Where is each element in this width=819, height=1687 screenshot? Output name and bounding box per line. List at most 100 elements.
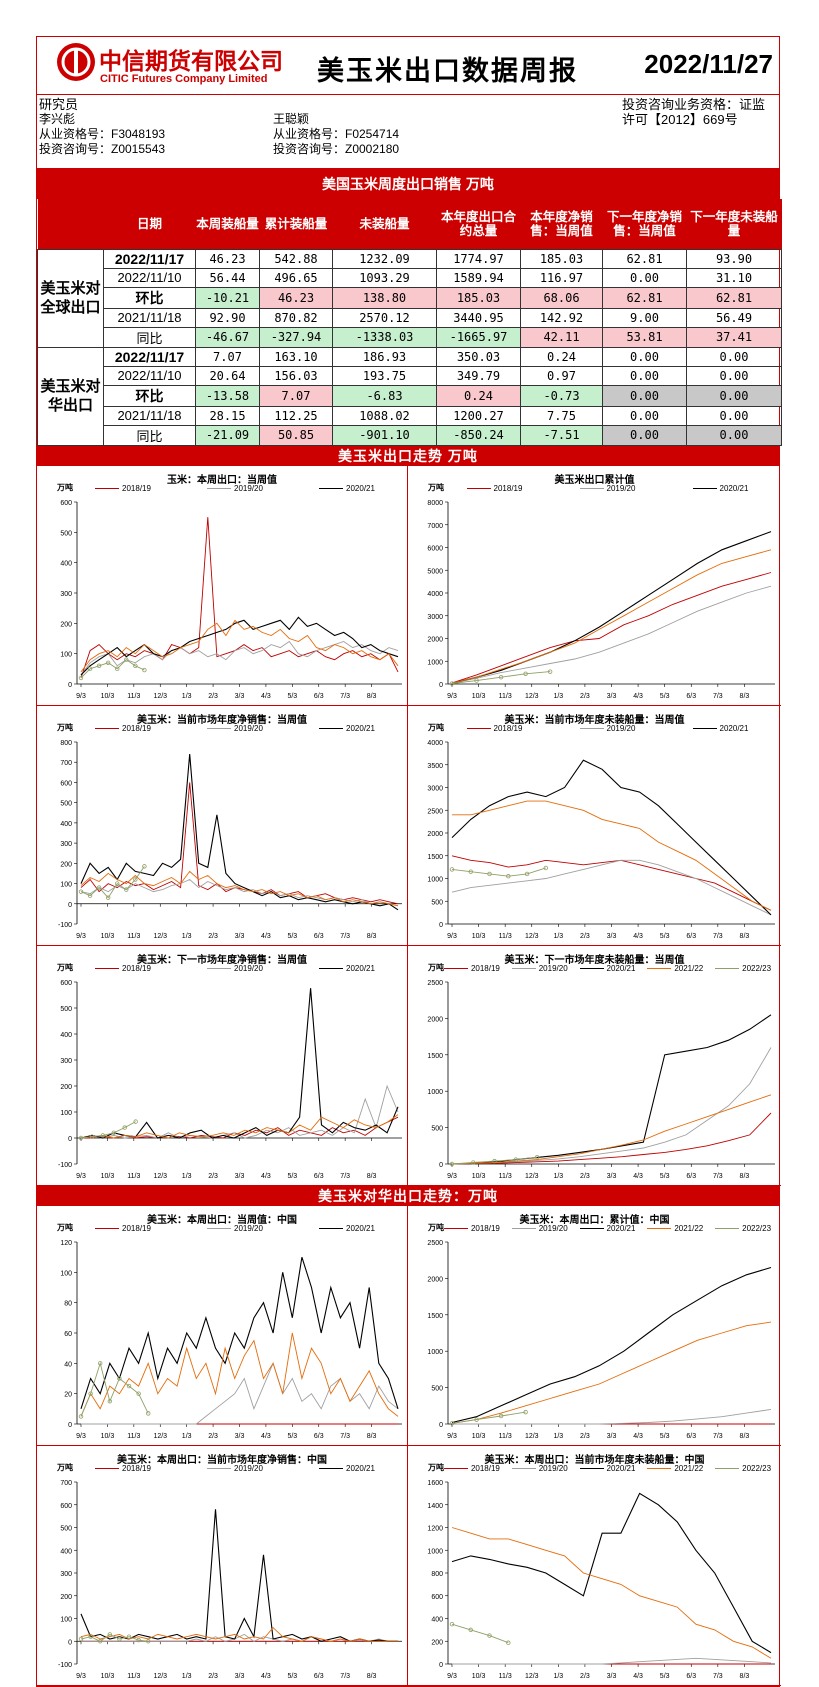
legend-entry: 2020/21: [319, 1464, 375, 1473]
chart-panel: 美玉米：当前市场年度净销售：当周值 万吨 2018/19 2019/20 2020/21…: [37, 705, 408, 946]
china-charts-grid: 美玉米：本周出口：当周值：中国 万吨 2018/19 2019/20 2020/21 0 2…: [37, 1205, 781, 1686]
x-tick-label: 8/3: [367, 1433, 377, 1440]
y-tick-label: 500: [431, 899, 443, 906]
y-tick-label: 1000: [427, 1349, 443, 1356]
chart-title: 美玉米：本周出口：累计值：中国: [519, 1214, 670, 1226]
x-tick-label: 8/3: [740, 693, 750, 700]
x-tick-label: 3/3: [607, 1433, 617, 1440]
x-tick-label: 7/3: [713, 933, 723, 940]
y-tick-label: 0: [439, 922, 443, 929]
row-date: 同比: [103, 326, 196, 348]
x-tick-label: 1/3: [182, 1433, 192, 1440]
series-line-2019-20: [452, 1408, 772, 1424]
series-point: [96, 663, 102, 668]
y-tick-label: 400: [60, 1032, 72, 1039]
legend-entry: 2018/19: [95, 1224, 151, 1233]
table-cell: 0.00: [602, 384, 687, 407]
x-tick-label: 4/3: [633, 1173, 643, 1180]
y-tick-label: 300: [60, 591, 72, 598]
y-tick-label: 3000: [427, 613, 443, 620]
series-point: [78, 888, 84, 894]
series-point: [449, 680, 455, 686]
x-tick-label: 2/3: [580, 693, 590, 700]
series-point: [96, 884, 102, 890]
series-point: [487, 871, 492, 876]
table-cell: 9.00: [602, 307, 687, 328]
y-tick-label: 500: [60, 1006, 72, 1013]
chart-legend: 2018/19 2019/20 2020/21: [67, 964, 403, 973]
series-point: [506, 873, 511, 878]
legend-entry: 2021/22: [647, 1464, 703, 1473]
table-cell: 138.80: [332, 286, 437, 309]
y-tick-label: 8000: [427, 500, 443, 507]
table-cell: 0.00: [602, 424, 687, 446]
series-line-2019-20: [451, 1046, 772, 1164]
y-tick-label: 0: [439, 682, 443, 689]
x-tick-label: 1/3: [553, 1673, 563, 1680]
series-line-2022-23: [451, 866, 546, 877]
series-point: [133, 1118, 138, 1124]
table-cell: 0.00: [686, 424, 782, 446]
y-tick-label: 100: [60, 651, 72, 658]
x-tick-label: 2/3: [208, 1433, 218, 1440]
y-tick-label: 1000: [427, 876, 443, 883]
x-tick-label: 11/3: [499, 693, 512, 700]
series-point: [498, 674, 504, 679]
x-tick-label: 9/3: [76, 933, 86, 940]
row-date: 2022/11/17: [103, 346, 196, 367]
chart-legend: 2018/19 2019/20 2020/21: [438, 724, 777, 733]
table-cell: 7.75: [520, 405, 603, 426]
y-tick-label: 200: [431, 1639, 443, 1646]
table-title: 美国玉米周度出口销售 万吨: [37, 169, 779, 199]
x-tick-label: 8/3: [367, 1173, 377, 1180]
series-point: [534, 1154, 540, 1159]
x-tick-label: 10/3: [472, 693, 486, 700]
x-tick-label: 7/3: [713, 1173, 723, 1180]
series-point: [78, 1636, 84, 1641]
x-tick-label: 4/3: [261, 1433, 271, 1440]
y-tick-label: 100: [60, 1616, 72, 1623]
analyst-2-inv: 投资咨询号：Z0002180: [273, 142, 400, 156]
x-tick-label: 7/3: [340, 1173, 350, 1180]
table-cell: 53.81: [602, 326, 687, 348]
table-cell: 0.97: [520, 365, 603, 386]
y-tick-label: 600: [60, 980, 72, 987]
chart-legend: 2018/19 2019/20 2020/21 2021/22 2022/23: [438, 964, 777, 973]
analyst-info: 研究员 李兴彪 从业资格号：F3048193 投资咨询号：Z0015543 王聪…: [37, 95, 779, 169]
chart-title: 美玉米：本周出口：当前市场年度未装船量：中国: [484, 1454, 705, 1466]
table-cell: -1338.03: [332, 326, 437, 348]
chart-panel: 美玉米：本周出口：当前市场年度未装船量：中国 万吨 2018/19 2019/20 20…: [408, 1446, 781, 1686]
series-point: [547, 668, 553, 674]
series-point: [126, 1633, 132, 1639]
table-cell: 142.92: [520, 307, 603, 328]
y-tick-label: 800: [60, 740, 72, 747]
x-tick-label: 5/3: [660, 1173, 670, 1180]
y-tick-label: 0: [68, 1422, 72, 1429]
x-tick-label: 7/3: [340, 693, 350, 700]
table-cell: 37.41: [686, 326, 782, 348]
table-cell: -10.21: [195, 286, 260, 309]
chart-plot: -100 0 100 200 300 400 500 600 700 9/3 10/3 11/3 12/…: [58, 1480, 402, 1680]
x-tick-label: 11/3: [499, 1433, 512, 1440]
series-point: [524, 871, 530, 876]
section-china-trend: 美玉米对华出口走势：万吨: [37, 1185, 779, 1206]
table-cell: -327.94: [259, 326, 333, 348]
x-tick-label: 11/3: [499, 933, 512, 940]
x-tick-label: 1/3: [553, 1433, 563, 1440]
series-point: [117, 1375, 122, 1381]
x-tick-label: 9/3: [447, 693, 457, 700]
table-header-cell: 未装船量: [332, 199, 437, 249]
series-point: [474, 1416, 479, 1422]
x-tick-label: 7/3: [713, 1433, 723, 1440]
x-tick-label: 3/3: [607, 1673, 617, 1680]
series-line-2021-22: [80, 870, 399, 906]
series-point: [471, 1159, 476, 1165]
series-line-2020-21: [80, 753, 399, 910]
series-point: [117, 1636, 122, 1641]
x-tick-label: 2/3: [580, 1173, 590, 1180]
x-tick-label: 11/3: [127, 1433, 140, 1440]
legend-entry: 2019/20: [207, 1464, 263, 1473]
chart-legend: 2018/19 2019/20 2020/21: [67, 1224, 403, 1233]
series-point: [98, 1360, 103, 1366]
x-tick-label: 3/3: [235, 693, 245, 700]
